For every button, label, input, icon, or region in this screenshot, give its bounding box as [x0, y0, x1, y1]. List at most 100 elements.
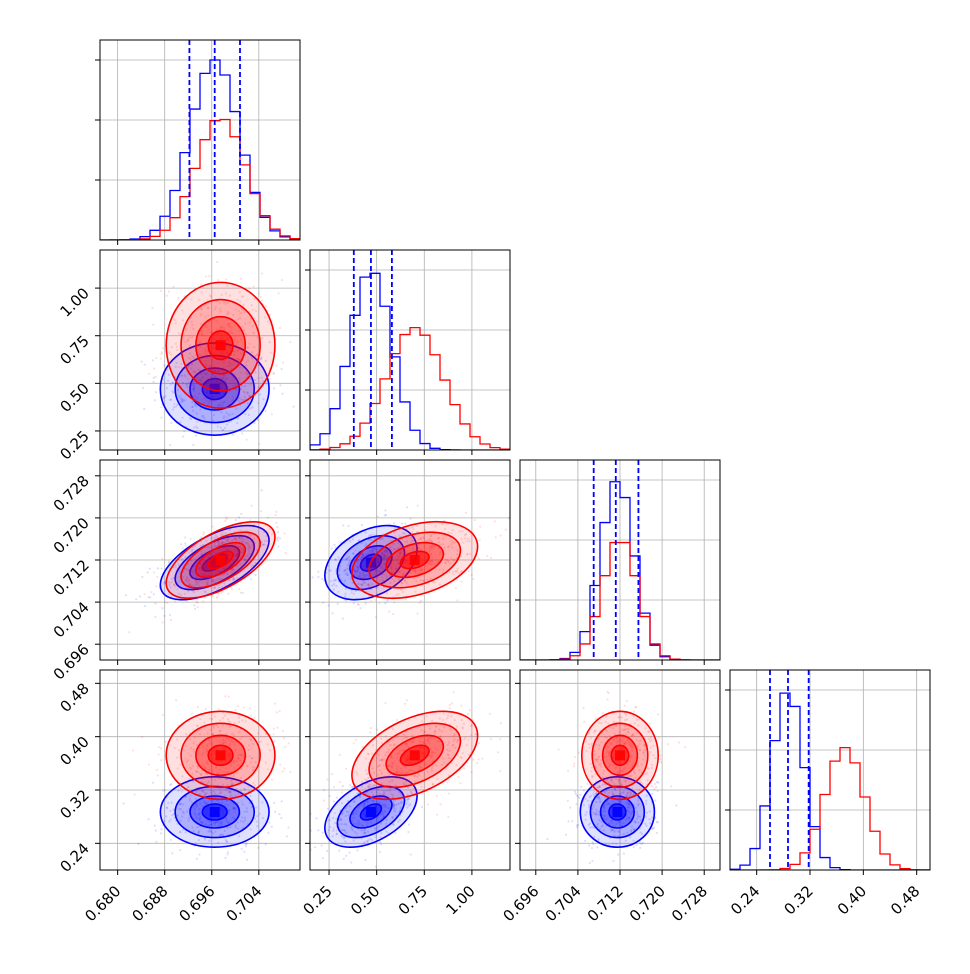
scatter-point-0 — [223, 829, 227, 832]
scatter-point-1 — [456, 569, 459, 572]
scatter-point-0 — [221, 801, 224, 804]
scatter-point-1 — [155, 768, 159, 772]
scatter-point-1 — [213, 542, 217, 545]
scatter-point-0 — [350, 819, 354, 822]
scatter-point-1 — [378, 769, 382, 772]
scatter-point-0 — [576, 795, 580, 798]
scatter-point-0 — [385, 549, 388, 552]
scatter-point-0 — [140, 360, 143, 363]
scatter-point-0 — [229, 791, 233, 794]
scatter-point-0 — [225, 840, 228, 843]
scatter-point-1 — [440, 763, 444, 767]
scatter-point-0 — [546, 838, 549, 841]
scatter-point-1 — [216, 393, 219, 396]
scatter-point-1 — [632, 770, 635, 773]
scatter-point-1 — [428, 537, 431, 540]
scatter-point-0 — [212, 581, 215, 584]
scatter-point-1 — [219, 377, 222, 380]
scatter-point-1 — [464, 511, 467, 514]
scatter-point-0 — [380, 566, 384, 569]
scatter-point-0 — [210, 537, 213, 540]
scatter-point-0 — [405, 803, 408, 806]
scatter-point-0 — [628, 802, 631, 805]
scatter-point-1 — [213, 715, 217, 718]
scatter-point-1 — [363, 598, 367, 601]
scatter-point-0 — [187, 382, 191, 385]
scatter-point-0 — [350, 786, 353, 789]
scatter-point-0 — [261, 380, 265, 383]
scatter-point-1 — [278, 709, 281, 713]
scatter-point-1 — [463, 767, 466, 770]
scatter-point-0 — [393, 803, 396, 806]
scatter-point-1 — [204, 565, 207, 568]
scatter-point-0 — [251, 406, 254, 409]
scatter-point-1 — [197, 789, 200, 792]
scatter-point-0 — [430, 560, 434, 563]
scatter-point-1 — [202, 565, 205, 568]
scatter-point-1 — [587, 743, 591, 746]
scatter-point-1 — [211, 770, 215, 773]
scatter-point-1 — [419, 537, 422, 540]
scatter-point-0 — [229, 364, 232, 367]
scatter-point-1 — [226, 312, 229, 315]
scatter-point-0 — [216, 404, 219, 407]
scatter-point-1 — [362, 576, 365, 579]
scatter-point-0 — [388, 789, 392, 792]
scatter-point-1 — [647, 731, 650, 734]
scatter-point-1 — [398, 552, 401, 555]
scatter-point-1 — [390, 562, 393, 565]
scatter-point-0 — [209, 791, 212, 794]
scatter-point-0 — [380, 555, 384, 558]
scatter-point-1 — [173, 746, 176, 749]
scatter-point-1 — [203, 721, 206, 724]
scatter-point-0 — [366, 583, 369, 586]
scatter-point-0 — [629, 793, 633, 796]
scatter-point-1 — [605, 755, 608, 759]
scatter-point-1 — [280, 278, 284, 282]
scatter-point-1 — [231, 577, 235, 581]
scatter-point-0 — [227, 391, 230, 395]
scatter-point-1 — [204, 355, 207, 359]
scatter-point-1 — [231, 379, 234, 382]
scatter-point-0 — [270, 825, 273, 828]
scatter-point-0 — [377, 801, 380, 804]
scatter-point-0 — [353, 800, 356, 804]
scatter-point-0 — [332, 829, 335, 832]
scatter-point-1 — [227, 718, 230, 721]
scatter-point-1 — [371, 582, 374, 586]
scatter-point-0 — [575, 794, 578, 797]
scatter-point-0 — [218, 541, 221, 545]
scatter-point-0 — [371, 799, 375, 803]
scatter-point-0 — [214, 374, 217, 378]
scatter-point-1 — [388, 610, 391, 613]
scatter-point-0 — [220, 411, 223, 414]
scatter-point-1 — [631, 744, 634, 747]
scatter-point-1 — [383, 758, 386, 761]
scatter-point-1 — [652, 744, 655, 747]
scatter-point-0 — [333, 558, 337, 561]
scatter-point-0 — [207, 573, 210, 576]
scatter-point-0 — [346, 571, 349, 575]
scatter-point-0 — [352, 552, 355, 555]
scatter-point-1 — [395, 768, 398, 771]
scatter-point-1 — [235, 538, 239, 541]
scatter-point-0 — [393, 526, 397, 529]
scatter-point-0 — [228, 821, 231, 824]
scatter-point-0 — [226, 851, 229, 854]
scatter-point-0 — [367, 839, 370, 842]
scatter-point-1 — [427, 738, 430, 741]
scatter-point-0 — [232, 806, 235, 809]
scatter-point-1 — [197, 766, 200, 770]
scatter-point-1 — [224, 567, 227, 570]
scatter-point-0 — [187, 819, 190, 822]
scatter-point-1 — [179, 564, 182, 567]
scatter-point-1 — [468, 709, 471, 712]
scatter-point-1 — [420, 785, 423, 788]
scatter-point-1 — [193, 588, 196, 592]
scatter-point-1 — [238, 550, 242, 553]
scatter-point-1 — [411, 547, 414, 550]
scatter-point-0 — [380, 832, 383, 835]
scatter-point-1 — [631, 732, 635, 736]
scatter-point-1 — [225, 733, 228, 736]
scatter-point-0 — [177, 592, 180, 595]
